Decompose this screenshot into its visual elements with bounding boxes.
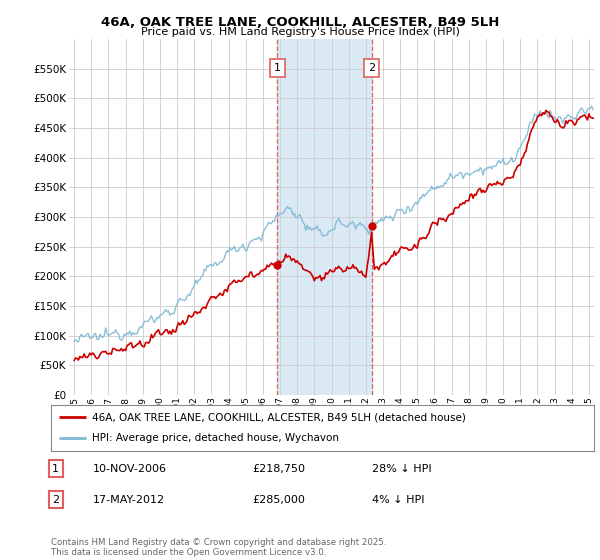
Text: 17-MAY-2012: 17-MAY-2012	[93, 494, 165, 505]
Text: £285,000: £285,000	[252, 494, 305, 505]
Text: 46A, OAK TREE LANE, COOKHILL, ALCESTER, B49 5LH (detached house): 46A, OAK TREE LANE, COOKHILL, ALCESTER, …	[92, 412, 466, 422]
Text: 28% ↓ HPI: 28% ↓ HPI	[372, 464, 431, 474]
Text: 2: 2	[52, 494, 59, 505]
Text: 1: 1	[274, 63, 281, 73]
Text: Contains HM Land Registry data © Crown copyright and database right 2025.
This d: Contains HM Land Registry data © Crown c…	[51, 538, 386, 557]
Text: 10-NOV-2006: 10-NOV-2006	[93, 464, 167, 474]
Bar	[277, 39, 371, 395]
Text: 2: 2	[368, 63, 375, 73]
Text: 1: 1	[52, 464, 59, 474]
Text: 4% ↓ HPI: 4% ↓ HPI	[372, 494, 425, 505]
Text: 46A, OAK TREE LANE, COOKHILL, ALCESTER, B49 5LH: 46A, OAK TREE LANE, COOKHILL, ALCESTER, …	[101, 16, 499, 29]
Text: £218,750: £218,750	[252, 464, 305, 474]
Text: HPI: Average price, detached house, Wychavon: HPI: Average price, detached house, Wych…	[92, 433, 339, 444]
Text: Price paid vs. HM Land Registry's House Price Index (HPI): Price paid vs. HM Land Registry's House …	[140, 27, 460, 37]
